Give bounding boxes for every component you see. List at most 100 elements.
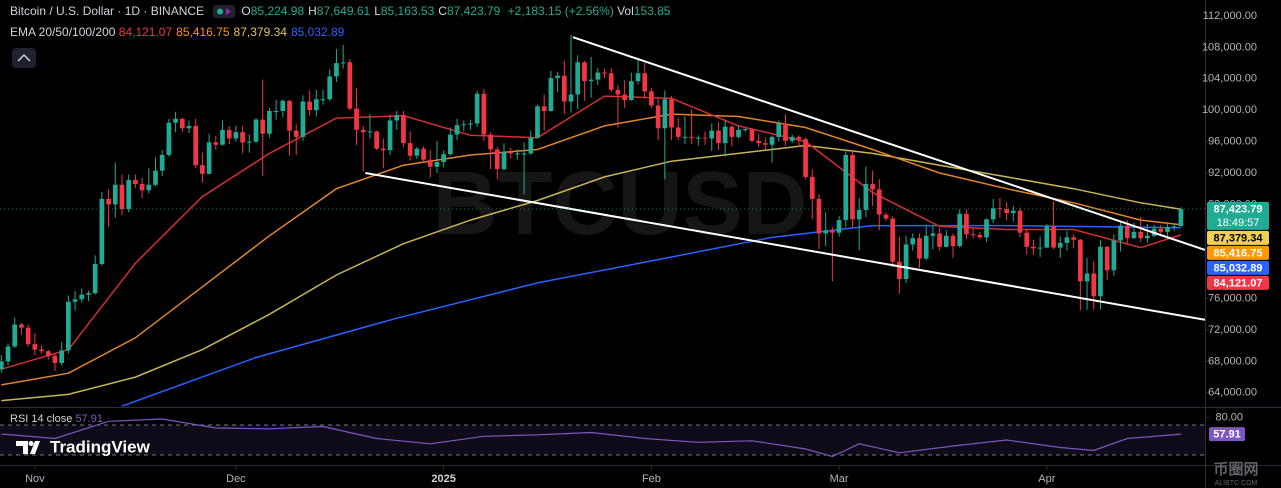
candle-body [1138, 231, 1144, 239]
y-tick-label: 112,000.00 [1203, 10, 1257, 22]
candle-body [273, 110, 279, 112]
price-badge-label: 87,379.34 [1214, 232, 1264, 244]
candle-body [1037, 247, 1043, 249]
candle-body [1118, 225, 1123, 241]
candle-body [106, 198, 111, 205]
candle-body [394, 114, 400, 121]
symbol: Bitcoin / U.S. Dollar · 1D · BINANCE [10, 4, 205, 18]
candle-body [267, 110, 272, 134]
change: +2,183.15 (+2.56%) [507, 4, 614, 18]
candle-body [193, 125, 199, 166]
candle-body [360, 129, 366, 133]
candle-body [159, 154, 165, 171]
ema-line [1, 113, 1181, 386]
candle-body [622, 94, 627, 101]
price-pane [0, 34, 1205, 407]
rsi-badge-label: 57.91 [1213, 428, 1241, 440]
ohlc-key: C [438, 4, 447, 18]
candle-body [434, 162, 440, 167]
candle-body [548, 78, 554, 111]
candle-body [334, 63, 339, 77]
axes: 64,000.0068,000.0072,000.0076,000.0080,0… [25, 10, 1269, 485]
candle-body [843, 154, 849, 221]
candle-body [1124, 225, 1130, 239]
candle-body [347, 62, 353, 109]
candle-body [769, 136, 775, 145]
ema-value: 85,032.89 [290, 25, 345, 39]
candle-body [474, 93, 480, 124]
candle-body [977, 235, 983, 238]
candle-body [387, 120, 393, 151]
candle-body [1077, 239, 1083, 282]
candle-body [943, 235, 949, 247]
candle-body [917, 238, 922, 259]
candle-body [112, 184, 118, 205]
logo: TradingView [16, 437, 151, 456]
site-url: ALIBTC.COM [1215, 480, 1258, 487]
price-badge [1207, 201, 1269, 230]
candle-body [830, 230, 835, 233]
candle-body [649, 91, 654, 106]
candle-body [702, 137, 708, 139]
candle-body [119, 184, 125, 210]
candle-body [903, 244, 909, 279]
rsi-band [0, 425, 1205, 456]
candle-body [1017, 210, 1023, 233]
candle-body [863, 183, 869, 210]
candle-body [72, 299, 78, 302]
price-badge-label: 85,416.75 [1214, 247, 1263, 259]
candle-body [1044, 226, 1050, 248]
candle-body [763, 143, 768, 145]
candle-body [964, 213, 969, 235]
ema-values: 84,121.07 85,416.75 87,379.34 85,032.89 [119, 25, 349, 39]
candle-body [628, 81, 634, 101]
button-bg[interactable] [12, 48, 36, 68]
x-tick-label: Nov [25, 473, 45, 485]
candle-body [1084, 273, 1090, 282]
candle-body [45, 351, 51, 356]
candle-body [1004, 209, 1009, 214]
price-badge [1207, 275, 1269, 290]
candle-body [200, 165, 205, 174]
logo-mark [16, 441, 40, 454]
candle-body [528, 137, 534, 154]
candle-body [293, 130, 299, 137]
candle-body [1064, 237, 1070, 243]
candle-body [327, 76, 333, 100]
candle-body [19, 324, 24, 328]
chevron[interactable] [17, 53, 31, 62]
collapse-button[interactable] [12, 48, 36, 68]
candle-body [615, 89, 621, 95]
candle-body [66, 301, 71, 351]
candle-body [313, 99, 319, 111]
candle-body [1131, 231, 1137, 239]
ohlc-value: 85,224.98 [250, 4, 305, 18]
countdown: 18:49:57 [1217, 217, 1260, 229]
ohlc-key: H [308, 4, 317, 18]
candle-body [213, 142, 219, 145]
symbol-legend: Bitcoin / U.S. Dollar · 1D · BINANCE O85… [10, 4, 670, 19]
candle-body [669, 99, 674, 128]
candle-body [401, 114, 406, 144]
candle-body [86, 293, 91, 295]
candle-body [320, 99, 326, 101]
ema-value: 87,379.34 [233, 25, 287, 39]
ema-value: 85,416.75 [176, 25, 230, 39]
candle-body [407, 143, 413, 156]
y-tick-label: 100,000.00 [1202, 104, 1257, 116]
y-tick-label: 104,000.00 [1202, 73, 1257, 85]
candle-body [1158, 228, 1164, 232]
candle-body [555, 75, 560, 79]
candle-body [736, 129, 741, 137]
candle-body [5, 346, 11, 362]
site-watermark: 币圈网 [1213, 461, 1258, 478]
y-tick-label: 68,000.00 [1208, 355, 1257, 367]
candle-body [816, 198, 822, 234]
candle-body [206, 142, 212, 174]
price-badge [1207, 260, 1269, 275]
candle-body [166, 122, 172, 155]
ohlc-value: 87,649.61 [316, 4, 371, 18]
status-icons[interactable] [213, 5, 236, 19]
candle-body [226, 129, 232, 139]
candle-body [582, 62, 587, 82]
